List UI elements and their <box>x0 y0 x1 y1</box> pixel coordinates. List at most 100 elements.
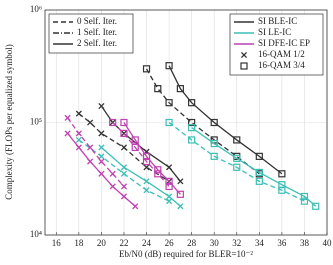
x-marker <box>120 170 128 177</box>
x-marker <box>75 144 82 151</box>
square-marker <box>165 177 173 185</box>
square-marker <box>109 118 117 127</box>
legend-label: SI BLE-IC <box>258 16 297 26</box>
square-marker <box>165 118 173 127</box>
x-axis-label: Eb/N0 (dB) required for BLER=10⁻² <box>119 249 253 259</box>
x-marker <box>87 119 94 126</box>
square-marker <box>131 143 139 152</box>
plot-frame <box>44 9 328 236</box>
x-marker <box>120 193 128 200</box>
square-marker <box>120 118 128 127</box>
legend-box <box>48 13 134 54</box>
square-marker <box>131 136 139 144</box>
square-marker <box>142 157 151 166</box>
x-marker <box>64 114 71 121</box>
x-tick-label: 40 <box>323 238 333 248</box>
series-line <box>191 127 317 207</box>
x-marker <box>98 103 105 110</box>
x-marker <box>64 130 71 137</box>
square-marker <box>142 152 151 160</box>
y-tick-label: 10⁶ <box>30 4 42 14</box>
x-marker <box>120 144 128 151</box>
legend-label: 16-QAM 1/2 <box>258 49 305 59</box>
x-tick-label: 20 <box>97 238 107 248</box>
series-line <box>112 122 170 187</box>
x-marker <box>120 183 128 190</box>
x-marker <box>120 164 128 171</box>
x-marker <box>109 183 116 190</box>
square-marker <box>300 192 309 201</box>
square-marker <box>188 124 196 132</box>
square-marker <box>188 118 196 127</box>
x-marker <box>75 130 82 137</box>
square-marker <box>165 62 173 70</box>
square-marker <box>278 170 286 178</box>
x-marker <box>240 51 248 59</box>
square-marker <box>176 85 184 93</box>
square-marker <box>165 182 173 191</box>
square-marker <box>210 118 218 127</box>
x-marker <box>98 158 105 165</box>
x-marker <box>98 170 105 177</box>
square-marker <box>154 170 162 178</box>
x-tick-label: 26 <box>165 238 175 248</box>
x-tick-label: 38 <box>300 238 310 248</box>
square-marker <box>188 99 196 107</box>
x-marker <box>177 203 184 210</box>
square-marker <box>255 177 263 185</box>
legend-label: 1 Self. Iter. <box>77 27 117 37</box>
square-marker <box>120 129 128 138</box>
x-tick-label: 32 <box>232 238 241 248</box>
legend-label: 0 Self. Iter. <box>77 16 117 26</box>
x-tick-label: 16 <box>52 238 62 248</box>
x-marker <box>98 130 105 137</box>
y-axis-label: Complexity (FLOPs per equalized symbol) <box>4 44 14 199</box>
series-line <box>168 121 305 202</box>
x-marker <box>166 164 173 171</box>
legend-label: 2 Self. Iter. <box>77 38 117 48</box>
square-marker <box>300 197 309 205</box>
x-marker <box>177 178 184 185</box>
x-marker <box>75 110 82 117</box>
square-marker <box>233 154 241 162</box>
x-tick-label: 30 <box>210 238 220 248</box>
square-marker <box>240 62 248 70</box>
x-marker <box>166 198 173 205</box>
square-marker <box>154 85 162 93</box>
square-marker <box>255 168 263 177</box>
x-marker <box>109 170 116 177</box>
x-tick-label: 34 <box>255 238 265 248</box>
square-marker <box>142 65 151 73</box>
y-tick-label: 10⁵ <box>30 117 42 127</box>
series-line <box>168 65 283 175</box>
square-marker <box>233 163 241 171</box>
legend-label: SI DFE-IC EP <box>258 38 310 48</box>
x-tick-label: 22 <box>119 238 128 248</box>
x-marker <box>98 153 105 160</box>
square-marker <box>312 202 320 210</box>
square-marker <box>278 181 286 189</box>
square-marker <box>255 152 263 160</box>
square-marker <box>188 136 196 144</box>
square-marker <box>154 166 162 174</box>
x-marker <box>143 164 150 171</box>
square-marker <box>210 152 218 160</box>
square-marker <box>165 99 173 107</box>
x-tick-label: 24 <box>142 238 152 248</box>
x-tick-label: 36 <box>277 238 287 248</box>
x-marker <box>87 144 94 151</box>
square-marker <box>210 139 218 148</box>
y-tick-label: 10⁴ <box>30 229 42 239</box>
x-marker <box>143 187 150 194</box>
x-marker <box>87 158 94 165</box>
legend-label: SI LE-IC <box>258 27 291 37</box>
square-marker <box>176 190 184 198</box>
x-marker <box>132 203 139 210</box>
x-tick-label: 18 <box>74 238 84 248</box>
x-marker <box>75 136 82 143</box>
legend-label: 16-QAM 3/4 <box>258 60 305 70</box>
x-tick-label: 28 <box>187 238 197 248</box>
x-marker <box>98 144 105 151</box>
